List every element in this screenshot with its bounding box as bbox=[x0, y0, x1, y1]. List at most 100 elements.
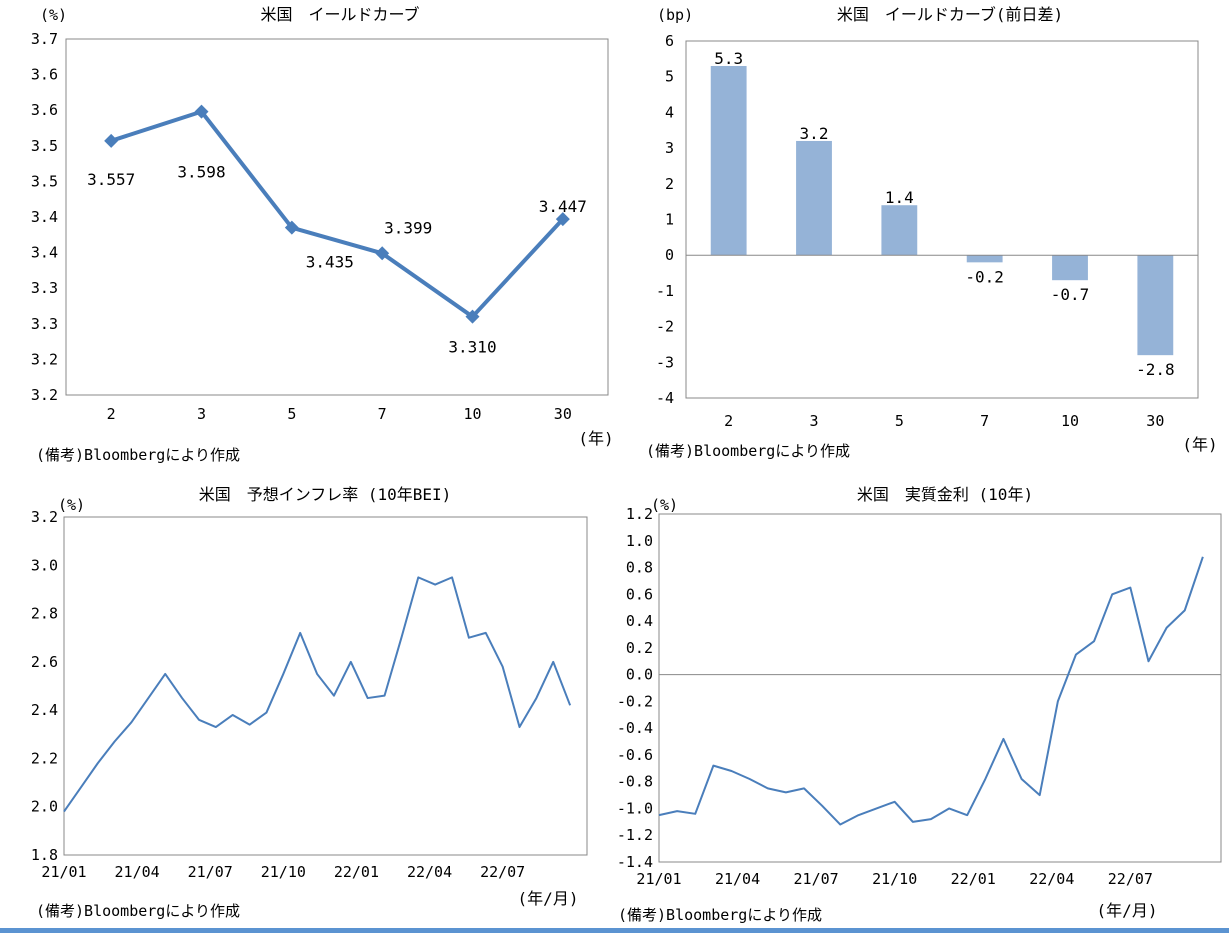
real-rate-chart: 米国 実質金利 (10年) (%) 1.2 1.0 0.8 0.6 0.4 0.2 0.0 -… bbox=[615, 470, 1229, 930]
x-tick-label: 21/10 bbox=[872, 870, 917, 888]
y-tick-label: -2 bbox=[656, 318, 674, 336]
y-tick-label: 3.4 bbox=[31, 208, 58, 226]
bar-value-label: 5.3 bbox=[714, 49, 743, 68]
x-tick-label: 10 bbox=[1061, 412, 1079, 430]
x-unit-label: (年) bbox=[1182, 435, 1217, 454]
source-note: (備考)Bloombergにより作成 bbox=[646, 442, 850, 460]
chart-title: 米国 予想インフレ率 (10年BEI) bbox=[199, 485, 452, 504]
x-tick-label: 21/01 bbox=[41, 863, 86, 881]
bar bbox=[710, 65, 747, 256]
x-unit-label: (年/月) bbox=[518, 889, 579, 908]
data-point-marker bbox=[284, 220, 299, 235]
y-tick-label: 3.5 bbox=[31, 137, 58, 155]
x-tick-label: 10 bbox=[463, 405, 481, 423]
chart-title: 米国 イールドカーブ bbox=[260, 5, 419, 24]
x-tick-label: 7 bbox=[980, 412, 989, 430]
y-tick-label: 2.6 bbox=[31, 653, 58, 671]
y-tick-label: 4 bbox=[665, 103, 674, 121]
x-tick-label: 3 bbox=[197, 405, 206, 423]
data-point-marker bbox=[194, 104, 209, 119]
y-unit-label: (%) bbox=[58, 496, 85, 514]
y-tick-label: 3.3 bbox=[31, 315, 58, 333]
x-tick-label: 22/04 bbox=[407, 863, 452, 881]
x-tick-label: 22/07 bbox=[480, 863, 525, 881]
y-tick-label: 3 bbox=[665, 139, 674, 157]
y-tick-label: 3.0 bbox=[31, 556, 58, 574]
y-tick-label: 3.4 bbox=[31, 244, 58, 262]
x-tick-label: 22/04 bbox=[1029, 870, 1074, 888]
y-tick-label: 3.2 bbox=[31, 508, 58, 526]
x-tick-label: 21/04 bbox=[715, 870, 760, 888]
bar bbox=[881, 205, 918, 256]
yield-curve-chart: 米国 イールドカーブ (%) 3.7 3.6 3.6 3.5 3.5 3.4 3.4 3.3 3… bbox=[0, 0, 615, 470]
x-tick-label: 5 bbox=[287, 405, 296, 423]
data-point-marker bbox=[104, 133, 119, 148]
x-tick-label: 22/01 bbox=[334, 863, 379, 881]
plot-area bbox=[685, 40, 1199, 399]
source-note: (備考)Bloombergにより作成 bbox=[36, 446, 240, 464]
data-label: 3.598 bbox=[177, 163, 225, 182]
bei-svg: 米国 予想インフレ率 (10年BEI) (%) 3.2 3.0 2.8 2.6 2.4 2… bbox=[31, 485, 588, 920]
x-tick-label: 22/07 bbox=[1108, 870, 1153, 888]
y-tick-label: 2.8 bbox=[31, 605, 58, 623]
y-tick-label: 3.6 bbox=[31, 101, 58, 119]
y-tick-label: -0.2 bbox=[617, 692, 653, 710]
bar-value-label: -2.8 bbox=[1136, 360, 1175, 379]
y-tick-label: 0 bbox=[665, 246, 674, 264]
x-tick-label: 21/07 bbox=[188, 863, 233, 881]
y-tick-label: 1 bbox=[665, 211, 674, 229]
y-tick-label: 3.2 bbox=[31, 350, 58, 368]
y-tick-label: -3 bbox=[656, 353, 674, 371]
chart-title: 米国 イールドカーブ(前日差) bbox=[837, 5, 1063, 24]
x-tick-label: 2 bbox=[724, 412, 733, 430]
y-tick-label: -0.8 bbox=[617, 773, 653, 791]
y-tick-label: -0.6 bbox=[617, 746, 653, 764]
y-unit-label: (%) bbox=[651, 496, 678, 514]
y-tick-label: 5 bbox=[665, 68, 674, 86]
y-tick-label: 2.4 bbox=[31, 701, 58, 719]
x-tick-label: 7 bbox=[378, 405, 387, 423]
y-tick-label: 1.8 bbox=[31, 846, 58, 864]
x-tick-label: 21/01 bbox=[636, 870, 681, 888]
bei-series-line bbox=[63, 576, 572, 813]
y-tick-label: 1.0 bbox=[626, 532, 653, 550]
data-label: 3.447 bbox=[539, 197, 587, 216]
y-tick-label: 2 bbox=[665, 175, 674, 193]
data-point-marker bbox=[375, 246, 390, 261]
bottom-rule bbox=[0, 928, 1229, 933]
y-tick-label: -1.2 bbox=[617, 826, 653, 844]
chart-title: 米国 実質金利 (10年) bbox=[857, 485, 1033, 504]
source-note: (備考)Bloombergにより作成 bbox=[618, 906, 822, 924]
y-tick-label: 1.2 bbox=[626, 505, 653, 523]
data-label: 3.435 bbox=[306, 253, 354, 272]
y-tick-label: 0.4 bbox=[626, 612, 653, 630]
x-tick-label: 3 bbox=[809, 412, 818, 430]
y-tick-label: 3.3 bbox=[31, 279, 58, 297]
y-tick-label: -1.4 bbox=[617, 853, 653, 871]
x-unit-label: (年) bbox=[578, 429, 613, 448]
x-tick-label: 21/04 bbox=[115, 863, 160, 881]
y-tick-label: 3.7 bbox=[31, 30, 58, 48]
plot-area bbox=[63, 516, 588, 856]
y-tick-label: 3.2 bbox=[31, 386, 58, 404]
x-tick-label: 30 bbox=[1146, 412, 1164, 430]
yield-curve-svg: 米国 イールドカーブ (%) 3.7 3.6 3.6 3.5 3.5 3.4 3.4 3.3 3… bbox=[31, 5, 614, 464]
x-tick-label: 21/10 bbox=[261, 863, 306, 881]
y-tick-label: 3.6 bbox=[31, 66, 58, 84]
bar bbox=[966, 255, 1003, 263]
series-line bbox=[110, 109, 565, 319]
y-tick-label: 2.2 bbox=[31, 749, 58, 767]
bar-value-label: 3.2 bbox=[800, 124, 829, 143]
x-tick-label: 5 bbox=[895, 412, 904, 430]
data-point-marker bbox=[465, 309, 480, 324]
x-tick-label: 22/01 bbox=[951, 870, 996, 888]
plot-area bbox=[658, 513, 1222, 863]
real-rate-svg: 米国 実質金利 (10年) (%) 1.2 1.0 0.8 0.6 0.4 0.2 0.0 -… bbox=[617, 485, 1222, 924]
bar bbox=[1137, 255, 1174, 356]
plot-area bbox=[65, 38, 609, 396]
y-tick-label: -0.4 bbox=[617, 719, 653, 737]
y-tick-label: -1 bbox=[656, 282, 674, 300]
y-tick-label: 6 bbox=[665, 32, 674, 50]
source-note: (備考)Bloombergにより作成 bbox=[36, 902, 240, 920]
